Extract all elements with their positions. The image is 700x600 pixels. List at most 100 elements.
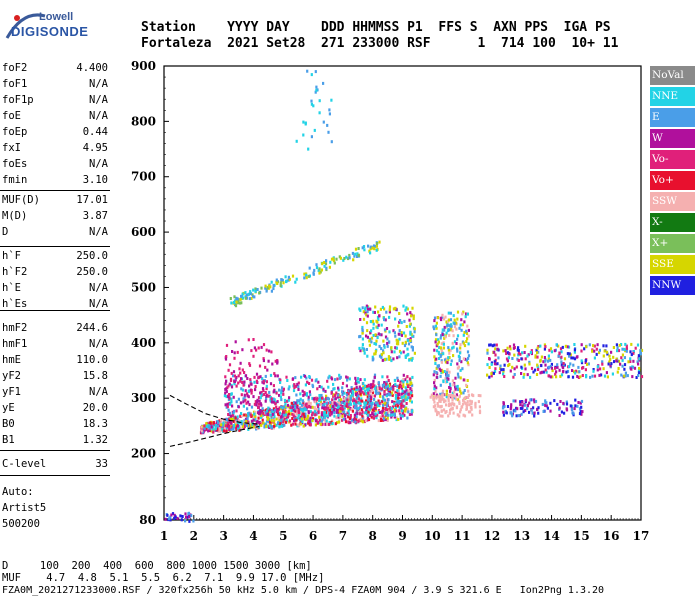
echo-point [207, 429, 210, 433]
echo-point [529, 350, 532, 354]
echo-point [342, 258, 345, 262]
echo-point [255, 348, 258, 352]
echo-point [247, 390, 250, 393]
echo-point [395, 342, 399, 346]
echo-point [456, 349, 459, 353]
echo-point [363, 420, 366, 424]
echo-point [302, 120, 305, 124]
echo-point [411, 334, 414, 338]
echo-point [559, 400, 562, 403]
echo-point [521, 404, 524, 408]
param-row-hmf2: hmF2 244.6 [2, 320, 108, 336]
echo-point [252, 418, 255, 422]
echo-point [397, 401, 400, 405]
echo-point [352, 258, 355, 262]
param-value: N/A [89, 298, 108, 310]
echo-point [458, 402, 461, 405]
echo-point [234, 416, 237, 420]
echo-point [391, 405, 395, 409]
echo-point [282, 281, 285, 285]
echo-point [502, 410, 505, 414]
echo-point [405, 409, 408, 413]
echo-point [449, 382, 452, 386]
echo-point [469, 406, 472, 410]
echo-point [377, 391, 380, 395]
echo-point [603, 374, 607, 378]
echo-point [361, 337, 364, 341]
echo-point [577, 401, 580, 404]
echo-point [636, 343, 640, 347]
panel-divider [0, 246, 110, 247]
echo-point [637, 354, 640, 358]
echo-point [269, 373, 273, 377]
echo-point [407, 410, 410, 414]
echo-point [337, 413, 340, 417]
echo-point [456, 337, 459, 341]
echo-point [225, 427, 228, 431]
echo-point [536, 363, 539, 367]
echo-point [533, 411, 536, 415]
echo-point [528, 410, 531, 414]
param-key: foF2 [2, 62, 28, 74]
echo-point [234, 340, 237, 344]
echo-point [569, 404, 572, 408]
echo-point [303, 415, 306, 419]
echo-point [523, 403, 526, 407]
echo-point [443, 370, 446, 373]
echo-point [286, 414, 289, 418]
echo-point [168, 517, 171, 521]
echo-point [369, 251, 372, 255]
echo-point [325, 401, 328, 405]
echo-point [277, 412, 280, 416]
echo-point [467, 356, 470, 360]
echo-point [401, 341, 404, 345]
echo-point [249, 292, 252, 296]
echo-point [337, 407, 340, 411]
echo-point [346, 378, 349, 382]
echo-point [515, 365, 518, 369]
echo-point [508, 352, 511, 356]
echo-point [549, 364, 552, 368]
echo-point [275, 417, 278, 421]
echo-point [563, 411, 566, 415]
echo-point [533, 398, 536, 402]
echo-point [384, 357, 387, 361]
echo-point [464, 395, 467, 399]
echo-point [227, 368, 230, 372]
echo-point [400, 321, 403, 325]
echo-point [640, 375, 644, 379]
echo-point [555, 370, 558, 374]
echo-point [386, 341, 389, 345]
echo-point [526, 373, 529, 377]
echo-point [440, 342, 443, 346]
echo-point [410, 358, 413, 362]
echo-point [602, 354, 605, 358]
echo-point [448, 328, 451, 332]
echo-point [383, 345, 386, 349]
echo-point [309, 416, 312, 420]
echo-point [526, 404, 529, 408]
echo-point [352, 418, 355, 422]
echo-point [432, 405, 435, 409]
echo-point [270, 289, 273, 293]
echo-point [359, 392, 362, 396]
echo-point [405, 402, 408, 405]
echo-point [529, 398, 532, 402]
echo-point [399, 416, 402, 420]
echo-point [429, 395, 432, 399]
echo-point [436, 413, 439, 417]
echo-point [456, 362, 459, 366]
echo-point [281, 412, 284, 416]
echo-point [466, 324, 469, 328]
echo-point [536, 407, 539, 411]
echo-point [528, 360, 531, 364]
echo-point [624, 371, 627, 375]
echo-point [233, 382, 236, 386]
echo-point [287, 278, 290, 282]
echo-point [546, 359, 550, 363]
echo-point [355, 418, 358, 422]
echo-point [250, 389, 253, 392]
echo-point [337, 415, 340, 419]
echo-point [307, 414, 310, 418]
echo-point [462, 310, 465, 314]
